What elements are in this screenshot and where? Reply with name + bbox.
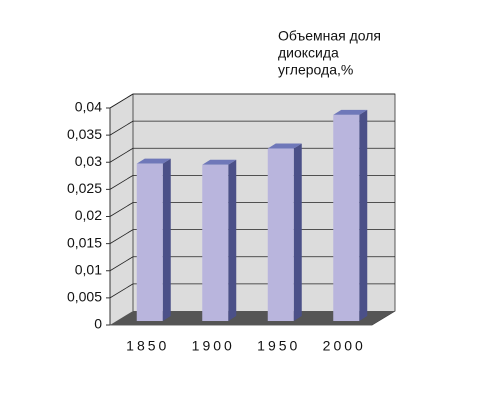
x-tick-label: 1950 [257,338,300,354]
y-tick-label: 0 [94,316,102,332]
bar [202,164,229,321]
chart-title: диоксида [278,45,339,61]
bar [333,114,360,321]
x-tick-label: 2000 [323,338,366,354]
bar-side [359,109,368,321]
bar-top [333,109,368,115]
bar-side [293,143,302,321]
y-tick-label: 0,015 [67,234,102,250]
grid-line [109,283,134,299]
y-tick-label: 0,02 [75,207,102,223]
grid-line [109,147,134,163]
bar [267,148,294,321]
x-tick-label: 1850 [126,338,169,354]
bar [136,163,163,321]
grid-line [109,120,134,136]
y-tick-label: 0,035 [67,126,102,142]
bar-top [136,158,171,164]
chart-title: Объемная доля [278,28,381,44]
grid-line [109,93,134,109]
bar-top [267,143,302,149]
bar-top [202,159,237,165]
grid-line [109,202,134,217]
bar-side [228,159,237,321]
bar-side [162,158,171,321]
y-tick-label: 0,04 [75,99,102,115]
x-tick-label: 1900 [192,338,235,354]
grid-line [109,229,134,244]
y-tick-label: 0,005 [67,289,102,305]
floor [110,311,395,325]
y-tick-label: 0,01 [75,261,102,277]
grid-line [109,175,134,190]
chart-title: углерода,% [278,62,353,78]
y-tick-label: 0,03 [75,153,102,169]
y-tick-label: 0,025 [67,180,102,196]
grid-line [109,256,134,272]
